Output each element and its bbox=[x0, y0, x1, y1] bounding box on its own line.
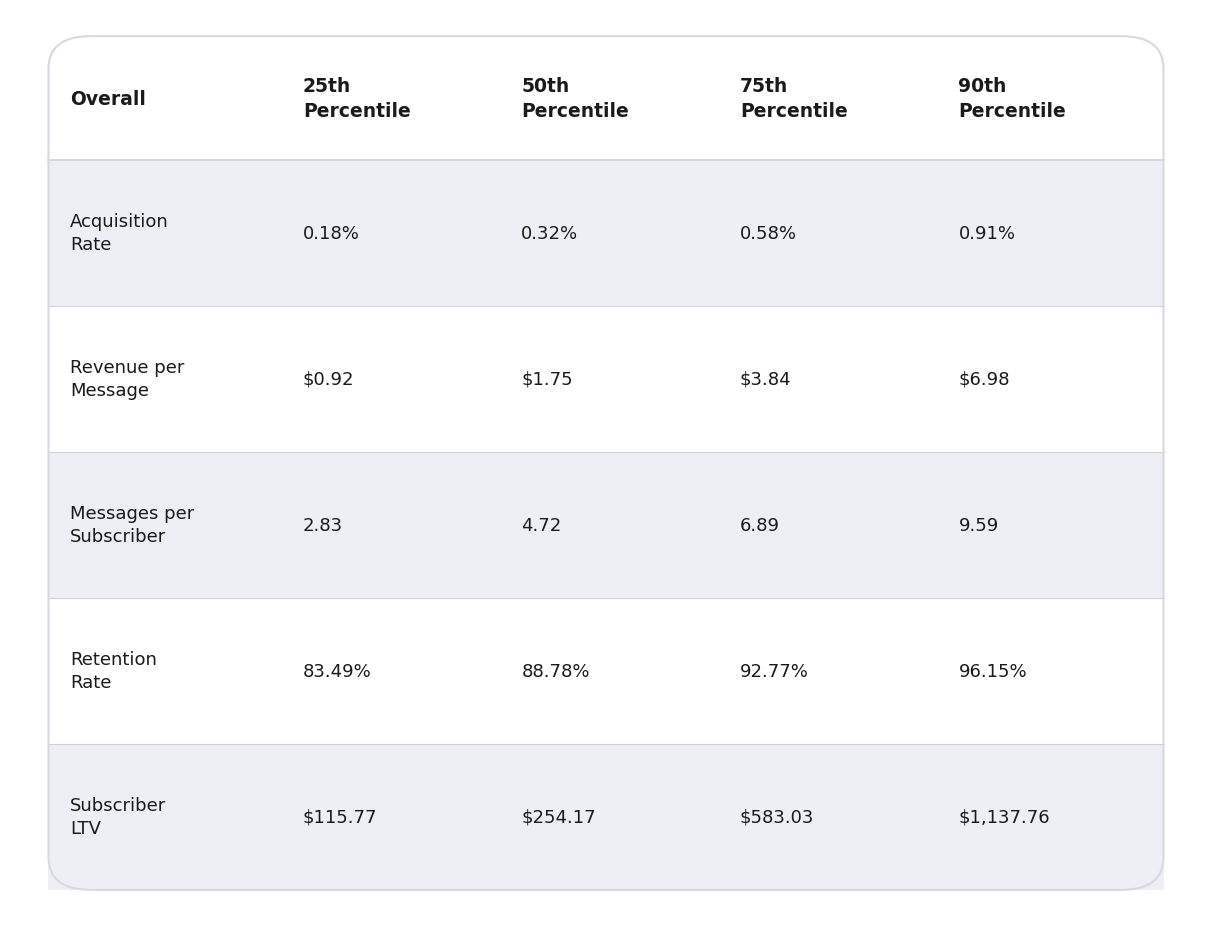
Text: 96.15%: 96.15% bbox=[959, 662, 1027, 680]
Text: 0.18%: 0.18% bbox=[303, 224, 360, 243]
Text: $115.77: $115.77 bbox=[303, 808, 377, 826]
Text: Revenue per
Message: Revenue per Message bbox=[70, 359, 184, 400]
Text: Retention
Rate: Retention Rate bbox=[70, 651, 158, 692]
Bar bbox=[48, 598, 1164, 744]
Bar bbox=[48, 452, 1164, 598]
Bar bbox=[48, 37, 1164, 160]
Text: 0.58%: 0.58% bbox=[739, 224, 796, 243]
Text: 2.83: 2.83 bbox=[303, 516, 343, 534]
Bar bbox=[48, 160, 1164, 307]
Bar bbox=[48, 744, 1164, 890]
Bar bbox=[48, 307, 1164, 452]
FancyBboxPatch shape bbox=[48, 37, 1164, 890]
Text: 6.89: 6.89 bbox=[739, 516, 779, 534]
Text: 25th
Percentile: 25th Percentile bbox=[303, 77, 411, 121]
Text: $1.75: $1.75 bbox=[521, 371, 573, 388]
Text: Subscriber
LTV: Subscriber LTV bbox=[70, 796, 166, 837]
Text: 90th
Percentile: 90th Percentile bbox=[959, 77, 1067, 121]
Text: $0.92: $0.92 bbox=[303, 371, 354, 388]
Text: Acquisition
Rate: Acquisition Rate bbox=[70, 213, 168, 254]
Text: Overall: Overall bbox=[70, 89, 147, 108]
Text: 9.59: 9.59 bbox=[959, 516, 999, 534]
Text: $3.84: $3.84 bbox=[739, 371, 791, 388]
Text: 4.72: 4.72 bbox=[521, 516, 561, 534]
Text: 83.49%: 83.49% bbox=[303, 662, 372, 680]
Text: Messages per
Subscriber: Messages per Subscriber bbox=[70, 505, 195, 546]
Text: $254.17: $254.17 bbox=[521, 808, 596, 826]
Text: $6.98: $6.98 bbox=[959, 371, 1010, 388]
Text: 92.77%: 92.77% bbox=[739, 662, 808, 680]
Text: $1,137.76: $1,137.76 bbox=[959, 808, 1050, 826]
Text: 50th
Percentile: 50th Percentile bbox=[521, 77, 629, 121]
Text: 0.32%: 0.32% bbox=[521, 224, 578, 243]
Text: $583.03: $583.03 bbox=[739, 808, 814, 826]
Text: 0.91%: 0.91% bbox=[959, 224, 1016, 243]
Text: 75th
Percentile: 75th Percentile bbox=[739, 77, 847, 121]
Text: 88.78%: 88.78% bbox=[521, 662, 590, 680]
